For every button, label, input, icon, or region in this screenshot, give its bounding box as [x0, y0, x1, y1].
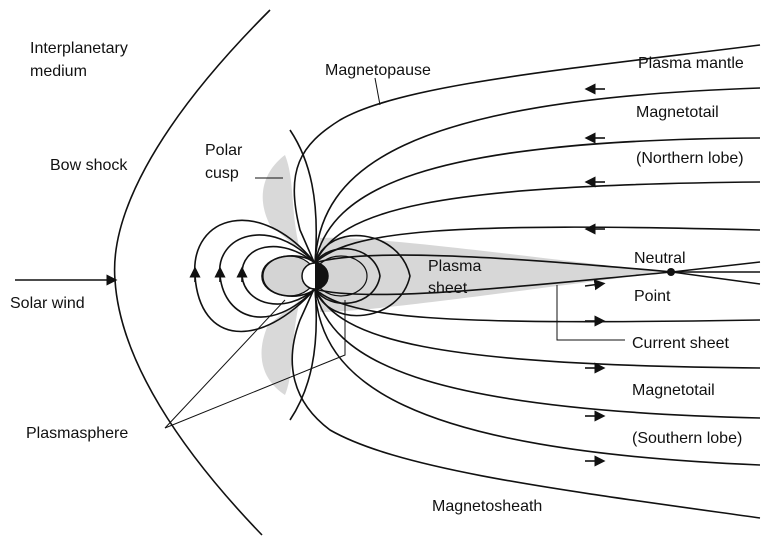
label: Magnetotail [632, 382, 715, 399]
label: cusp [205, 165, 239, 182]
label: Solar wind [10, 295, 85, 312]
label: Plasma mantle [638, 55, 744, 72]
label: Point [634, 288, 671, 305]
label: (Southern lobe) [632, 430, 742, 447]
label: Magnetotail [636, 104, 719, 121]
magnetopause [291, 44, 761, 519]
field-lines [194, 87, 761, 466]
leader-lines [164, 77, 625, 429]
arrows [15, 83, 675, 467]
label: Bow shock [50, 157, 128, 174]
label: Neutral [634, 250, 686, 267]
label: (Northern lobe) [636, 150, 744, 167]
label: sheet [428, 280, 468, 297]
label: Magnetopause [325, 62, 431, 79]
label: Magnetosheath [432, 498, 542, 515]
earth [301, 262, 329, 290]
label: Polar [205, 142, 243, 159]
labels: Interplanetary medium Bow shock Solar wi… [10, 40, 744, 515]
label: medium [30, 63, 87, 80]
label: Plasma [428, 258, 481, 275]
label: Current sheet [632, 335, 729, 352]
label: Interplanetary [30, 40, 128, 57]
label: Plasmasphere [26, 425, 128, 442]
bow-shock [113, 9, 271, 536]
